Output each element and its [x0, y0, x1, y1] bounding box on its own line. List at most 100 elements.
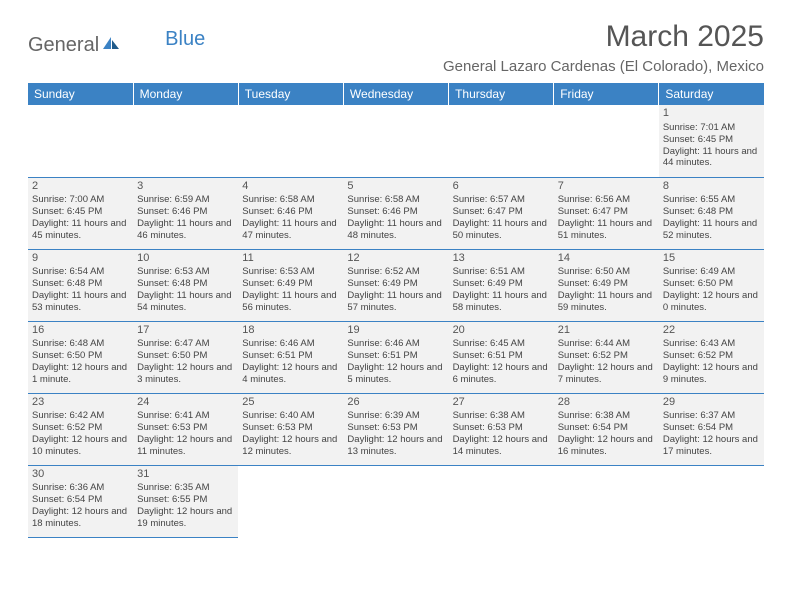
sunset-line: Sunset: 6:45 PM: [663, 134, 760, 146]
sunset-line: Sunset: 6:47 PM: [558, 206, 655, 218]
week-row: 9Sunrise: 6:54 AMSunset: 6:48 PMDaylight…: [28, 249, 764, 321]
sunrise-line: Sunrise: 6:46 AM: [347, 338, 444, 350]
sunset-line: Sunset: 6:55 PM: [137, 494, 234, 506]
sunrise-line: Sunrise: 6:58 AM: [242, 194, 339, 206]
day-cell: [449, 465, 554, 537]
day-number: 1: [663, 107, 760, 121]
day-cell: [133, 105, 238, 177]
sunrise-line: Sunrise: 6:39 AM: [347, 410, 444, 422]
sunrise-line: Sunrise: 6:36 AM: [32, 482, 129, 494]
day-cell: 15Sunrise: 6:49 AMSunset: 6:50 PMDayligh…: [659, 249, 764, 321]
day-cell: 31Sunrise: 6:35 AMSunset: 6:55 PMDayligh…: [133, 465, 238, 537]
sunrise-line: Sunrise: 7:01 AM: [663, 122, 760, 134]
day-cell: [554, 465, 659, 537]
daylight-line: Daylight: 11 hours and 48 minutes.: [347, 218, 444, 242]
sunrise-line: Sunrise: 6:57 AM: [453, 194, 550, 206]
daylight-line: Daylight: 12 hours and 19 minutes.: [137, 506, 234, 530]
location: General Lazaro Cardenas (El Colorado), M…: [443, 58, 764, 75]
sunrise-line: Sunrise: 6:50 AM: [558, 266, 655, 278]
week-row: 23Sunrise: 6:42 AMSunset: 6:52 PMDayligh…: [28, 393, 764, 465]
daylight-line: Daylight: 12 hours and 12 minutes.: [242, 434, 339, 458]
logo: GeneralBlue: [28, 34, 205, 57]
sunrise-line: Sunrise: 6:53 AM: [242, 266, 339, 278]
day-number: 4: [242, 180, 339, 194]
sunrise-line: Sunrise: 6:43 AM: [663, 338, 760, 350]
day-number: 15: [663, 252, 760, 266]
daylight-line: Daylight: 11 hours and 47 minutes.: [242, 218, 339, 242]
day-number: 7: [558, 180, 655, 194]
col-sunday: Sunday: [28, 83, 133, 105]
day-cell: 1Sunrise: 7:01 AMSunset: 6:45 PMDaylight…: [659, 105, 764, 177]
day-number: 11: [242, 252, 339, 266]
day-number: 13: [453, 252, 550, 266]
day-number: 19: [347, 324, 444, 338]
daylight-line: Daylight: 12 hours and 10 minutes.: [32, 434, 129, 458]
day-number: 2: [32, 180, 129, 194]
sunrise-line: Sunrise: 6:58 AM: [347, 194, 444, 206]
sunset-line: Sunset: 6:47 PM: [453, 206, 550, 218]
sunset-line: Sunset: 6:46 PM: [347, 206, 444, 218]
day-number: 20: [453, 324, 550, 338]
daylight-line: Daylight: 12 hours and 6 minutes.: [453, 362, 550, 386]
day-cell: 23Sunrise: 6:42 AMSunset: 6:52 PMDayligh…: [28, 393, 133, 465]
sunrise-line: Sunrise: 6:42 AM: [32, 410, 129, 422]
day-number: 10: [137, 252, 234, 266]
sunset-line: Sunset: 6:54 PM: [558, 422, 655, 434]
day-number: 12: [347, 252, 444, 266]
week-row: 2Sunrise: 7:00 AMSunset: 6:45 PMDaylight…: [28, 177, 764, 249]
day-number: 27: [453, 396, 550, 410]
sunset-line: Sunset: 6:48 PM: [137, 278, 234, 290]
col-friday: Friday: [554, 83, 659, 105]
day-cell: 10Sunrise: 6:53 AMSunset: 6:48 PMDayligh…: [133, 249, 238, 321]
day-number: 16: [32, 324, 129, 338]
day-number: 22: [663, 324, 760, 338]
sunrise-line: Sunrise: 6:40 AM: [242, 410, 339, 422]
daylight-line: Daylight: 12 hours and 4 minutes.: [242, 362, 339, 386]
day-cell: [554, 105, 659, 177]
daylight-line: Daylight: 12 hours and 7 minutes.: [558, 362, 655, 386]
day-cell: 4Sunrise: 6:58 AMSunset: 6:46 PMDaylight…: [238, 177, 343, 249]
day-number: 8: [663, 180, 760, 194]
day-cell: 30Sunrise: 6:36 AMSunset: 6:54 PMDayligh…: [28, 465, 133, 537]
sunset-line: Sunset: 6:51 PM: [242, 350, 339, 362]
day-number: 23: [32, 396, 129, 410]
day-cell: 16Sunrise: 6:48 AMSunset: 6:50 PMDayligh…: [28, 321, 133, 393]
week-row: 1Sunrise: 7:01 AMSunset: 6:45 PMDaylight…: [28, 105, 764, 177]
day-number: 9: [32, 252, 129, 266]
day-cell: 19Sunrise: 6:46 AMSunset: 6:51 PMDayligh…: [343, 321, 448, 393]
title-block: March 2025 General Lazaro Cardenas (El C…: [443, 20, 764, 75]
day-cell: [449, 105, 554, 177]
day-number: 17: [137, 324, 234, 338]
daylight-line: Daylight: 12 hours and 5 minutes.: [347, 362, 444, 386]
day-cell: [238, 465, 343, 537]
daylight-line: Daylight: 11 hours and 44 minutes.: [663, 146, 760, 170]
day-cell: [343, 465, 448, 537]
sunrise-line: Sunrise: 6:37 AM: [663, 410, 760, 422]
sunset-line: Sunset: 6:52 PM: [32, 422, 129, 434]
daylight-line: Daylight: 12 hours and 9 minutes.: [663, 362, 760, 386]
day-number: 6: [453, 180, 550, 194]
sunset-line: Sunset: 6:50 PM: [32, 350, 129, 362]
sunrise-line: Sunrise: 6:55 AM: [663, 194, 760, 206]
sunrise-line: Sunrise: 6:35 AM: [137, 482, 234, 494]
sunset-line: Sunset: 6:53 PM: [242, 422, 339, 434]
sunrise-line: Sunrise: 7:00 AM: [32, 194, 129, 206]
daylight-line: Daylight: 12 hours and 16 minutes.: [558, 434, 655, 458]
daylight-line: Daylight: 11 hours and 51 minutes.: [558, 218, 655, 242]
day-cell: 29Sunrise: 6:37 AMSunset: 6:54 PMDayligh…: [659, 393, 764, 465]
sunrise-line: Sunrise: 6:46 AM: [242, 338, 339, 350]
day-number: 30: [32, 468, 129, 482]
daylight-line: Daylight: 12 hours and 18 minutes.: [32, 506, 129, 530]
sunset-line: Sunset: 6:49 PM: [558, 278, 655, 290]
day-cell: 6Sunrise: 6:57 AMSunset: 6:47 PMDaylight…: [449, 177, 554, 249]
logo-text-1: General: [28, 34, 99, 57]
day-number: 24: [137, 396, 234, 410]
sunset-line: Sunset: 6:48 PM: [32, 278, 129, 290]
header: GeneralBlue March 2025 General Lazaro Ca…: [28, 20, 764, 75]
sunset-line: Sunset: 6:46 PM: [137, 206, 234, 218]
sunrise-line: Sunrise: 6:41 AM: [137, 410, 234, 422]
day-cell: 28Sunrise: 6:38 AMSunset: 6:54 PMDayligh…: [554, 393, 659, 465]
day-cell: [659, 465, 764, 537]
daylight-line: Daylight: 11 hours and 53 minutes.: [32, 290, 129, 314]
daylight-line: Daylight: 12 hours and 3 minutes.: [137, 362, 234, 386]
